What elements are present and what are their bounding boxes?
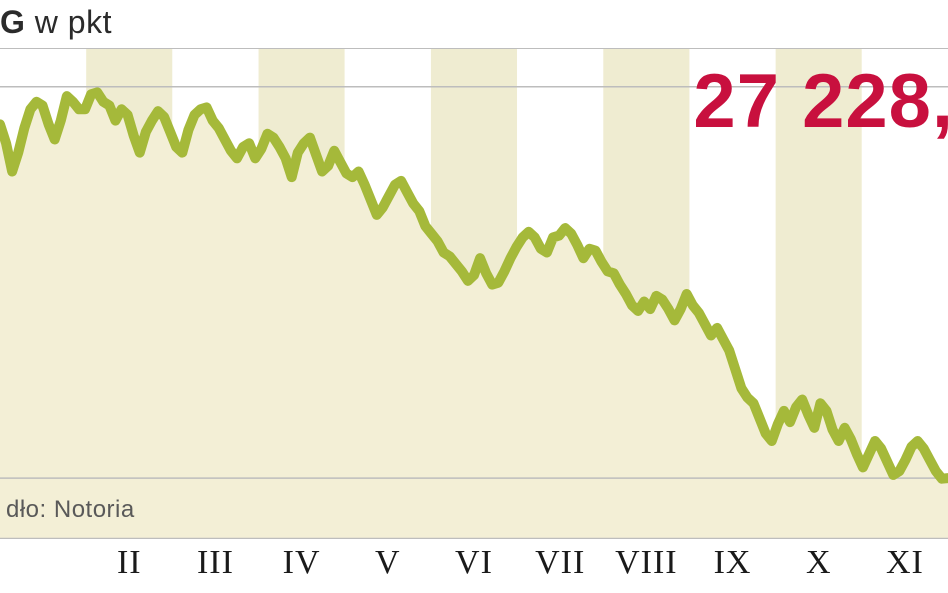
source-attribution: dło: Notoria <box>6 496 135 524</box>
chart-frame: G w pkt 27 228, dło: Notoria IIIIIIVVVIV… <box>0 0 948 593</box>
chart-title: G w pkt <box>0 4 112 41</box>
x-axis-tick-label: II <box>117 544 142 582</box>
x-axis-tick-label: VII <box>535 544 585 582</box>
x-axis-tick-label: V <box>375 544 401 582</box>
x-axis-labels: IIIIIIVVVIVIIVIIIIXXXI <box>0 544 948 592</box>
x-axis-tick-label: VIII <box>615 544 678 582</box>
x-axis-tick-label: VI <box>455 544 493 582</box>
chart-title-rest: w pkt <box>25 4 112 40</box>
x-axis-tick-label: III <box>197 544 234 582</box>
highlight-value: 27 228, <box>693 58 948 145</box>
x-axis-tick-label: X <box>806 544 832 582</box>
x-axis-tick-label: IX <box>714 544 752 582</box>
x-axis-tick-label: IV <box>283 544 321 582</box>
chart-title-bold: G <box>0 4 25 40</box>
x-axis-tick-label: XI <box>886 544 924 582</box>
